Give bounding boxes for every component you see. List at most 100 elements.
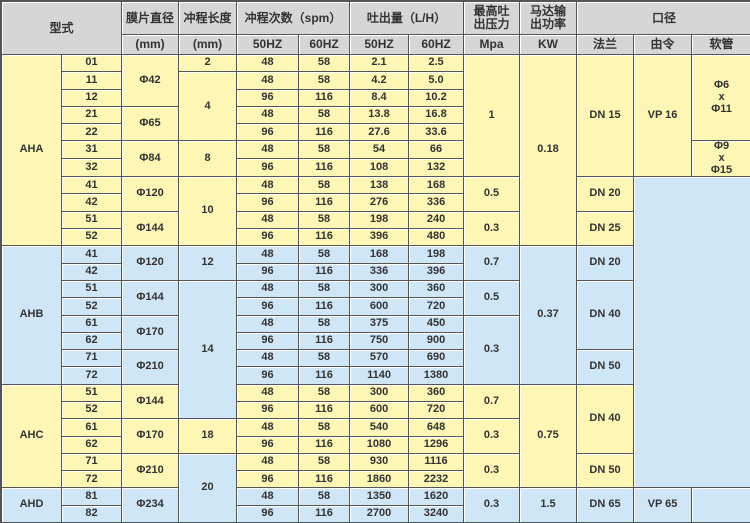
- table-cell: 82: [62, 505, 123, 523]
- table-cell: 10: [179, 177, 238, 247]
- table-cell: 0.3: [464, 488, 521, 523]
- column-header: 冲程长度: [179, 2, 238, 35]
- table-cell: 0.5: [464, 177, 521, 212]
- table-row: 71 Φ210 48 58 570 690 DN 50: [2, 350, 750, 385]
- table-cell: 360: [409, 384, 465, 402]
- table-cell: 900: [409, 332, 465, 351]
- table-cell: 58: [299, 141, 351, 160]
- column-subheader: 软管: [692, 35, 750, 55]
- table-cell: 300: [350, 384, 410, 402]
- table-cell: 96: [237, 505, 300, 523]
- header-row-2: (mm) (mm) 50HZ 60HZ 50HZ 60HZ Mpa KW 法兰 由令 软管: [2, 35, 750, 55]
- table-cell: 58: [299, 419, 351, 437]
- table-cell: 31: [62, 141, 123, 160]
- table-cell: 52: [62, 229, 123, 247]
- table-row: 52 96 116 600 720: [2, 298, 750, 316]
- table-cell: 54: [350, 141, 410, 160]
- table-cell: 1860: [350, 471, 410, 489]
- table-row: 62 96 116 750 900: [2, 332, 750, 351]
- table-cell: 61: [62, 315, 123, 333]
- table-cell: 21: [62, 106, 123, 125]
- table-cell: 51: [62, 384, 123, 402]
- table-row: 51 Φ144 14 48 58 300 360 0.5 DN 40: [2, 280, 750, 420]
- table-row: 41 Φ120 10 48 58 138 168 0.5 DN 20: [2, 177, 750, 489]
- table-cell: 570: [350, 350, 410, 368]
- table-cell: AHB: [2, 246, 62, 385]
- table-cell: 96: [237, 229, 300, 247]
- table-cell: 58: [299, 106, 351, 125]
- table-cell: 336: [350, 263, 410, 281]
- table-cell: 81: [62, 488, 123, 506]
- table-cell: 22: [62, 124, 123, 142]
- table-cell: 96: [237, 89, 300, 107]
- column-subheader: (mm): [122, 35, 180, 55]
- table-cell: 58: [299, 72, 351, 90]
- table-cell: 14: [179, 280, 238, 420]
- table-cell: 168: [409, 177, 465, 195]
- table-cell: 0.3: [464, 453, 521, 489]
- table-cell: Φ84: [122, 141, 180, 178]
- table-cell: DN 40: [577, 384, 635, 454]
- table-row: 61 Φ170 48 58 375 450 0.3: [2, 315, 750, 385]
- table-cell: 52: [62, 298, 123, 316]
- table-cell: DN 40: [577, 280, 635, 351]
- table-cell: 198: [350, 211, 410, 230]
- table-cell: 600: [350, 401, 410, 420]
- table-cell: 48: [237, 419, 300, 437]
- table-cell: 10.2: [409, 89, 465, 107]
- header-row-1: 型式 膜片直径 冲程长度 冲程次数（spm） 吐出量（L/H） 最高吐 出压力 马达输 出功…: [2, 2, 750, 55]
- table-cell: 720: [409, 298, 465, 316]
- table-cell: 108: [350, 159, 410, 178]
- table-cell: 32: [62, 159, 123, 178]
- table-row: 42 96 116 276 336: [2, 194, 750, 212]
- table-cell: 300: [350, 280, 410, 299]
- column-subheader: KW: [520, 35, 578, 55]
- table-row: 52 96 116 396 480: [2, 229, 750, 247]
- table-cell: Φ120: [122, 177, 180, 212]
- table-cell: 116: [299, 367, 351, 385]
- table-cell: [692, 488, 750, 523]
- table-cell: 16.8: [409, 106, 465, 125]
- table-cell: 1: [464, 55, 521, 178]
- table-cell: 1140: [350, 367, 410, 385]
- table-row: 21 Φ65 48 58 13.8 16.8: [2, 106, 750, 142]
- table-row: AHA 01 Φ42 2 48 58 2.1 2.5 1 0.18 DN 15 VP 16 Φ6 x Φ…: [2, 55, 750, 247]
- table-cell: 2700: [350, 505, 410, 523]
- table-cell: 41: [62, 177, 123, 195]
- column-header: 口径: [577, 2, 750, 35]
- column-header: 马达输 出功率: [520, 2, 578, 35]
- table-cell: 66: [409, 141, 465, 160]
- table-cell: 33.6: [409, 124, 465, 142]
- table-cell: 2: [179, 55, 238, 73]
- table-cell: 2.1: [350, 55, 410, 73]
- table-cell: 48: [237, 384, 300, 402]
- table-cell: Φ6 x Φ11: [692, 55, 750, 142]
- table-cell: 0.75: [520, 384, 578, 489]
- table-cell: Φ65: [122, 106, 180, 142]
- table-cell: 71: [62, 453, 123, 472]
- table-cell: 62: [62, 436, 123, 454]
- column-subheader: (mm): [179, 35, 238, 55]
- table-cell: 750: [350, 332, 410, 351]
- table-cell: 116: [299, 194, 351, 212]
- column-subheader: 60HZ: [299, 35, 351, 55]
- table-cell: 540: [350, 419, 410, 437]
- table-cell: 62: [62, 332, 123, 351]
- table-cell: 336: [409, 194, 465, 212]
- table-cell: 48: [237, 211, 300, 230]
- table-cell: 48: [237, 72, 300, 90]
- table-cell: Φ210: [122, 453, 180, 489]
- table-cell: 58: [299, 488, 351, 506]
- table-cell: 690: [409, 350, 465, 368]
- table-cell: 52: [62, 401, 123, 420]
- table-cell: 61: [62, 419, 123, 437]
- table-cell: 132: [409, 159, 465, 178]
- table-cell: DN 20: [577, 246, 635, 281]
- table-row: 32 96 116 108 132: [2, 159, 750, 178]
- table-cell: 8.4: [350, 89, 410, 107]
- column-subheader: 50HZ: [350, 35, 410, 55]
- table-cell: 0.5: [464, 280, 521, 316]
- table-row: 72 96 116 1860 2232: [2, 471, 750, 489]
- table-row: 51 Φ144 48 58 198 240 0.3 DN 25: [2, 211, 750, 247]
- table-cell: 96: [237, 367, 300, 385]
